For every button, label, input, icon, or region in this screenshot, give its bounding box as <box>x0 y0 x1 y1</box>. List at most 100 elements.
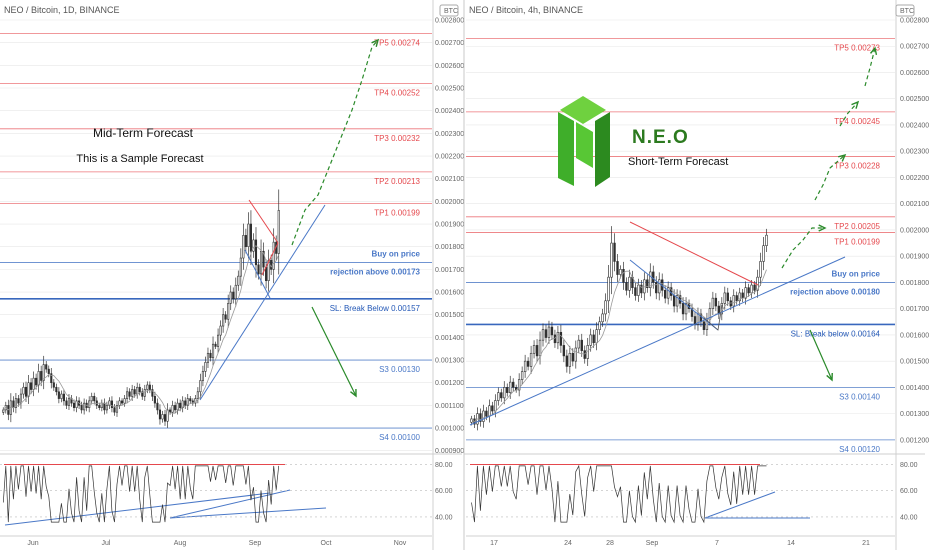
level-label: Buy on price <box>372 250 421 259</box>
candle-up <box>595 329 598 344</box>
candle-down <box>98 405 101 408</box>
y-tick-label: 0.001700 <box>435 267 464 274</box>
y-tick-label: 0.002500 <box>435 86 464 93</box>
left-annotation-mid-term: Mid-Term Forecast <box>93 126 194 140</box>
level-label: TP3 0.00228 <box>834 161 880 170</box>
candle-down <box>151 389 154 397</box>
neo-logo-left-face <box>558 112 574 186</box>
candle-up <box>161 414 164 420</box>
candle-up <box>60 393 63 399</box>
level-label: TP5 0.00273 <box>834 43 880 52</box>
candle-down <box>613 242 616 262</box>
candle-up <box>27 382 30 397</box>
candle-down <box>512 381 515 388</box>
candle-up <box>538 339 542 357</box>
candle-up <box>610 242 613 278</box>
candle-down <box>184 400 187 406</box>
candle-up <box>628 276 631 291</box>
candle-down <box>47 368 50 374</box>
candle-up <box>19 393 23 404</box>
right-y-axis: 0.002800 0.002700 0.002600 0.002500 0.002400… <box>895 0 929 550</box>
candle-up <box>108 400 111 406</box>
candle-down <box>120 400 124 404</box>
candle-down <box>50 373 53 384</box>
candle-up <box>675 295 679 307</box>
rsi-line <box>471 464 767 524</box>
y-tick-label: 0.001900 <box>900 254 929 261</box>
candle-down <box>672 295 676 307</box>
level-label: TP1 0.00199 <box>374 209 420 218</box>
right-chart-title: NEO / Bitcoin, 4h, BINANCE <box>469 5 583 15</box>
right-rsi-pane: 80.00 60.00 40.00 <box>464 453 925 524</box>
level-label: TP1 0.00199 <box>834 238 880 247</box>
x-tick-label: Sep <box>646 540 659 547</box>
y-tick-label: 0.001900 <box>435 222 464 229</box>
level-label: S3 0.00140 <box>839 392 880 401</box>
candle-down <box>141 391 144 397</box>
rsi-line <box>2 465 280 523</box>
candle-up <box>217 334 220 347</box>
candle-up <box>541 329 545 341</box>
candle-up <box>196 391 199 399</box>
candle-down <box>625 282 628 291</box>
y-tick-label: 0.001800 <box>435 244 464 251</box>
candle-up <box>171 405 174 413</box>
level-label: S4 0.00120 <box>839 445 880 454</box>
candle-down <box>622 269 625 283</box>
candle-up <box>146 384 149 390</box>
y-tick-label: 0.002700 <box>900 44 929 51</box>
y-tick-label: 0.001200 <box>435 380 464 387</box>
candle-down <box>592 334 595 344</box>
candle-down <box>72 402 76 408</box>
candle-down <box>565 355 569 367</box>
moving-average-line <box>3 245 280 414</box>
candle-up <box>227 303 230 320</box>
candle-down <box>693 316 697 325</box>
left-annotation-sample: This is a Sample Forecast <box>76 153 203 165</box>
candle-up <box>574 347 577 362</box>
candle-up <box>32 377 35 390</box>
candle-up <box>67 398 71 406</box>
candle-down <box>571 352 575 362</box>
candle-up <box>176 402 179 411</box>
candle-up <box>272 241 275 270</box>
candle-down <box>270 260 273 270</box>
candle-up <box>204 362 207 372</box>
right-currency-badge[interactable] <box>895 4 915 17</box>
candle-down <box>189 398 192 402</box>
level-label: S3 0.00130 <box>379 365 420 374</box>
candle-up <box>239 257 242 277</box>
candle-up <box>2 409 5 413</box>
candle-down <box>544 329 548 338</box>
candle-up <box>229 291 232 304</box>
y-tick-label: 0.001100 <box>435 403 464 410</box>
candle-down <box>553 334 557 344</box>
x-tick-label: Jul <box>102 540 111 547</box>
y-tick-label: 0.001200 <box>900 437 929 444</box>
x-tick-label: 28 <box>606 540 614 547</box>
candle-up <box>22 386 25 395</box>
candle-down <box>156 402 159 411</box>
candle-down <box>550 326 554 336</box>
candle-down <box>138 386 141 393</box>
candle-up <box>556 331 560 344</box>
left-currency-badge[interactable] <box>439 4 459 17</box>
candle-down <box>24 386 28 397</box>
candle-down <box>485 410 488 417</box>
candle-up <box>105 405 108 411</box>
candle-up <box>237 275 240 286</box>
y-tick-label: 0.001600 <box>435 290 464 297</box>
x-tick-label: Sep <box>249 540 262 547</box>
candle-up <box>529 352 533 367</box>
candle-up <box>503 387 506 399</box>
candle-down <box>93 396 96 402</box>
candle-up <box>666 287 670 299</box>
support-trendline <box>199 204 326 401</box>
pennant-lower-line <box>244 249 271 299</box>
candle-up <box>649 271 652 288</box>
left-drawings <box>4 38 380 526</box>
candle-up <box>765 234 768 246</box>
neo-logo <box>558 96 610 187</box>
candle-down <box>65 400 68 406</box>
left-grid <box>0 19 432 452</box>
